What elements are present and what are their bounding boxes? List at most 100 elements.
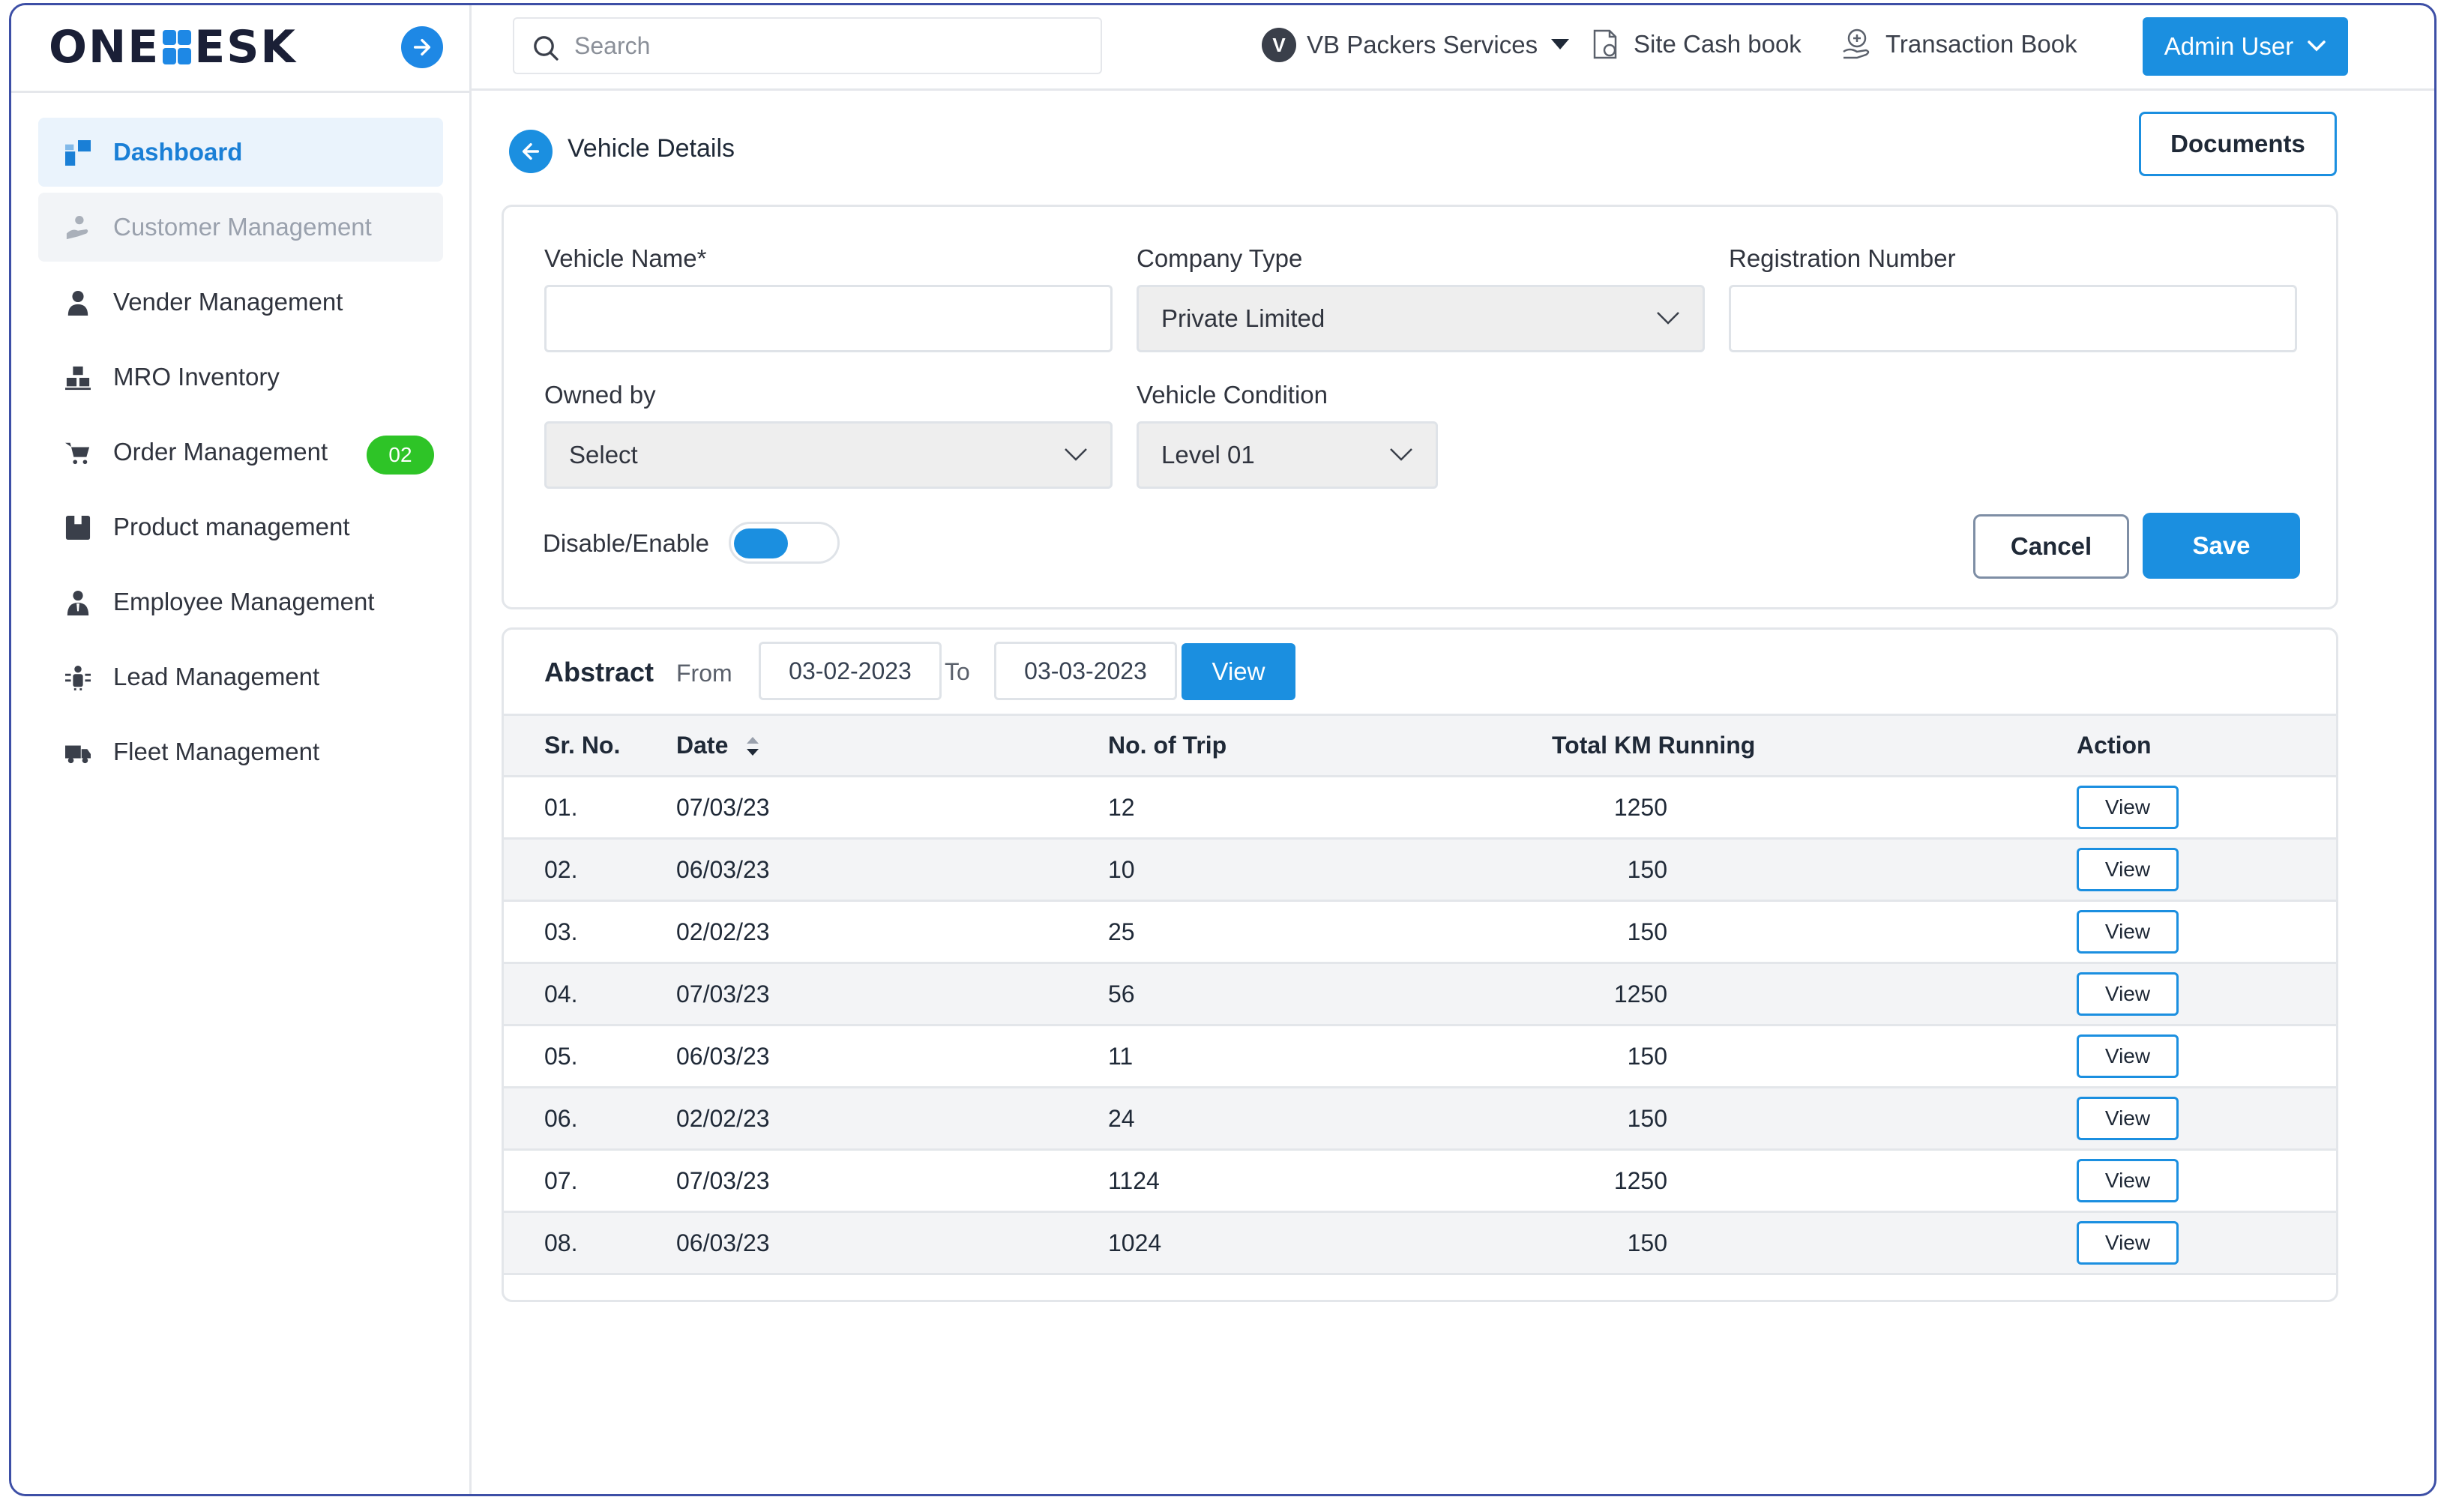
sidebar: ONE ESK Dashboard	[11, 5, 472, 1494]
cell-action: View	[2077, 1149, 2336, 1213]
enable-toggle[interactable]	[729, 522, 840, 564]
vehicle-name-field[interactable]	[544, 285, 1113, 352]
cell-action: View	[2077, 1087, 2336, 1151]
cell-total-km: 1250	[1552, 1149, 2077, 1213]
search-input[interactable]	[574, 31, 1101, 60]
cell-action: View	[2077, 963, 2336, 1026]
logo-mark-icon	[161, 28, 193, 66]
page-title: Vehicle Details	[568, 134, 735, 163]
cell-total-km-value: 1250	[1613, 1166, 1667, 1194]
order-count-badge: 02	[367, 436, 434, 475]
cell-date: 02/02/23	[676, 900, 1108, 964]
logo-text-right: ESK	[194, 21, 297, 73]
col-total-km: Total KM Running	[1552, 714, 2077, 777]
from-date-input[interactable]: 03-02-2023	[759, 642, 942, 700]
admin-user-menu[interactable]: Admin User	[2143, 17, 2348, 76]
cell-date: 06/03/23	[676, 1025, 1108, 1088]
registration-number-label: Registration Number	[1729, 244, 1956, 272]
sidebar-item-lead-management[interactable]: Lead Management	[38, 642, 443, 711]
cell-sr-no: 08.	[504, 1211, 676, 1275]
search-box[interactable]	[513, 17, 1102, 74]
table-header-row: Sr. No. Date No. of Trip Total KM Runnin…	[504, 714, 2336, 777]
sort-icon	[747, 737, 759, 756]
sidebar-item-product-management[interactable]: Product management	[38, 493, 443, 561]
row-view-button[interactable]: View	[2077, 1221, 2179, 1265]
lead-icon	[65, 665, 91, 690]
vehicle-form: Vehicle Name* Company Type Private Limit…	[502, 205, 2338, 609]
cancel-button[interactable]: Cancel	[1973, 514, 2129, 579]
sidebar-item-label: Dashboard	[113, 138, 243, 166]
row-view-button[interactable]: View	[2077, 848, 2179, 891]
cell-action: View	[2077, 1211, 2336, 1275]
cell-date: 02/02/23	[676, 1087, 1108, 1151]
sidebar-item-mro-inventory[interactable]: MRO Inventory	[38, 343, 443, 412]
chevron-down-icon	[2308, 40, 2326, 52]
collapse-sidebar-button[interactable]	[401, 26, 443, 68]
sidebar-item-fleet-management[interactable]: Fleet Management	[38, 717, 443, 786]
table-row: 03. 02/02/23 25 150 View	[504, 900, 2336, 964]
owned-by-label: Owned by	[544, 381, 656, 409]
company-name: VB Packers Services	[1307, 31, 1538, 58]
cell-sr-no: 03.	[504, 900, 676, 964]
cell-date: 07/03/23	[676, 963, 1108, 1026]
documents-button[interactable]: Documents	[2139, 112, 2337, 176]
arrow-left-icon	[522, 142, 540, 160]
sidebar-item-vender-management[interactable]: Vender Management	[38, 268, 443, 337]
row-view-button[interactable]: View	[2077, 910, 2179, 954]
inventory-icon	[65, 365, 91, 391]
cell-sr-no: 04.	[504, 963, 676, 1026]
cell-action: View	[2077, 900, 2336, 964]
logo-text-left: ONE	[49, 21, 160, 73]
row-view-button[interactable]: View	[2077, 786, 2179, 829]
transaction-icon	[1843, 28, 1870, 59]
row-view-button[interactable]: View	[2077, 972, 2179, 1016]
view-filter-button[interactable]: View	[1182, 643, 1295, 700]
top-header: V VB Packers Services Site Cash book Tra…	[472, 5, 2434, 91]
col-date[interactable]: Date	[676, 714, 1108, 777]
site-cash-book-link[interactable]: Site Cash book	[1589, 28, 1802, 61]
cell-total-km: 1250	[1552, 776, 2077, 840]
company-selector[interactable]: V VB Packers Services	[1262, 28, 1570, 62]
back-button[interactable]	[509, 130, 553, 173]
company-type-select[interactable]: Private Limited	[1137, 285, 1705, 352]
cell-action: View	[2077, 776, 2336, 840]
logo: ONE ESK	[49, 21, 297, 73]
product-icon	[65, 515, 91, 540]
caret-down-icon	[1551, 39, 1570, 49]
from-label: From	[676, 660, 732, 687]
cell-total-km-value: 150	[1627, 1104, 1667, 1132]
vehicle-condition-select[interactable]: Level 01	[1137, 421, 1438, 489]
transaction-book-link[interactable]: Transaction Book	[1840, 28, 2077, 61]
row-view-button[interactable]: View	[2077, 1159, 2179, 1202]
cell-total-km: 150	[1552, 1211, 2077, 1275]
sidebar-divider	[11, 91, 472, 93]
trip-table: Sr. No. Date No. of Trip Total KM Runnin…	[504, 714, 2336, 1275]
cell-total-km: 150	[1552, 1025, 2077, 1088]
cell-date: 07/03/23	[676, 1149, 1108, 1213]
owned-by-select[interactable]: Select	[544, 421, 1113, 489]
sidebar-item-label: Employee Management	[113, 588, 375, 615]
registration-number-field[interactable]	[1729, 285, 2297, 352]
save-button[interactable]: Save	[2143, 513, 2300, 579]
col-action: Action	[2077, 714, 2336, 777]
sidebar-item-label: MRO Inventory	[113, 363, 280, 391]
sidebar-item-label: Vender Management	[113, 288, 343, 316]
sidebar-item-order-management[interactable]: Order Management 02	[38, 418, 443, 487]
row-view-button[interactable]: View	[2077, 1097, 2179, 1140]
to-label: To	[945, 658, 970, 685]
cell-total-km-value: 1250	[1613, 980, 1667, 1008]
row-view-button[interactable]: View	[2077, 1034, 2179, 1078]
cell-trips: 24	[1108, 1087, 1552, 1151]
site-cash-book-label: Site Cash book	[1634, 30, 1802, 58]
sidebar-nav: Dashboard Customer Management Vender Man…	[38, 118, 443, 792]
cell-sr-no: 05.	[504, 1025, 676, 1088]
to-date-input[interactable]: 03-03-2023	[994, 642, 1177, 700]
cell-trips: 56	[1108, 963, 1552, 1026]
sidebar-item-dashboard[interactable]: Dashboard	[38, 118, 443, 187]
sidebar-item-employee-management[interactable]: Employee Management	[38, 567, 443, 636]
toggle-label: Disable/Enable	[543, 529, 709, 557]
sidebar-item-customer-management[interactable]: Customer Management	[38, 193, 443, 262]
cell-sr-no: 06.	[504, 1087, 676, 1151]
cell-total-km-value: 150	[1627, 855, 1667, 883]
col-trips: No. of Trip	[1108, 714, 1552, 777]
